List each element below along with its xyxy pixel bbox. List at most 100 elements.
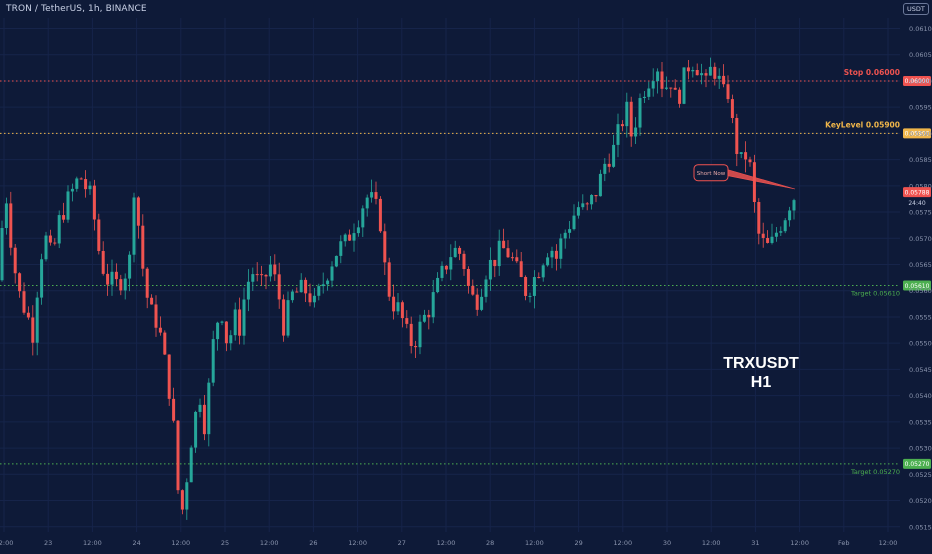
- symbol-title[interactable]: TRON / TetherUS, 1h, BINANCE: [6, 4, 147, 14]
- time-tick-label: 26: [309, 539, 317, 547]
- candle-down: [387, 262, 391, 297]
- candle-down: [766, 237, 770, 243]
- candle-up: [572, 215, 576, 230]
- candle-down: [519, 261, 523, 278]
- candle-up: [647, 88, 651, 97]
- candle-up: [290, 291, 294, 301]
- candle-up: [44, 235, 48, 260]
- candle-up: [75, 178, 79, 189]
- candle-down: [106, 273, 110, 285]
- candle-down: [119, 279, 123, 291]
- target-level-label: Target 0.05610: [850, 289, 900, 297]
- bar-countdown: 24:40: [908, 200, 925, 207]
- time-axis[interactable]: 12:00 23 12:00 24 12:00 25 12:00 26 12:00 27 12:00…: [0, 539, 897, 547]
- price-tick-label: 0.06000: [909, 77, 932, 85]
- candle-down: [180, 490, 184, 510]
- candle-up: [70, 188, 74, 192]
- candle-up: [717, 75, 721, 79]
- time-tick-label: 23: [44, 539, 52, 547]
- candle-down: [722, 75, 726, 85]
- candle-up: [128, 254, 132, 279]
- target-price-tag-text: 0.05610: [905, 283, 930, 290]
- candle-up: [220, 321, 224, 323]
- time-tick-label: 12:00: [702, 539, 721, 547]
- time-tick-label: 12:00: [879, 539, 898, 547]
- candle-up: [559, 238, 563, 259]
- time-tick-label: 27: [398, 539, 406, 547]
- candle-up: [361, 208, 365, 228]
- candle-up: [453, 247, 457, 258]
- candle-down: [79, 178, 83, 180]
- short-annotation: Short Now: [693, 164, 796, 190]
- candle-up: [656, 71, 660, 82]
- candle-up: [638, 98, 642, 128]
- candle-down: [493, 259, 497, 267]
- candle-up: [268, 264, 272, 277]
- currency-badge[interactable]: USDT: [903, 3, 929, 15]
- price-tick-label: 0.05900: [909, 130, 932, 138]
- candle-down: [383, 231, 387, 263]
- candle-down: [260, 274, 264, 276]
- candle-up: [334, 255, 338, 267]
- candle-down: [18, 273, 22, 292]
- candle-down: [392, 296, 396, 312]
- candle-down: [282, 299, 286, 336]
- candle-down: [678, 89, 682, 104]
- candle-up: [299, 279, 303, 293]
- candle-up: [590, 194, 594, 205]
- candle-down: [202, 404, 206, 435]
- candle-up: [40, 259, 44, 298]
- time-tick-label: 29: [574, 539, 582, 547]
- candle-up: [497, 240, 501, 267]
- candle-down: [502, 240, 506, 249]
- candle-down: [704, 73, 708, 76]
- candle-up: [339, 241, 343, 256]
- candle-up: [246, 281, 250, 300]
- short-now-pointer: [727, 169, 796, 190]
- candle-down: [97, 219, 101, 251]
- candle-up: [550, 250, 554, 258]
- candle-up: [788, 210, 792, 221]
- candle-down: [744, 152, 748, 160]
- candle-down: [26, 312, 30, 318]
- candle-up: [546, 257, 550, 266]
- candle-up: [343, 234, 347, 242]
- candle-down: [510, 257, 514, 259]
- candle-down: [730, 99, 734, 118]
- candle-up: [326, 280, 330, 285]
- candle-up: [449, 257, 453, 270]
- candle-up: [194, 411, 198, 448]
- candle-up: [396, 302, 400, 312]
- candle-up: [779, 231, 783, 233]
- candle-down: [13, 247, 17, 274]
- candle-up: [436, 277, 440, 293]
- candle-up: [418, 321, 422, 348]
- candle-up: [286, 300, 290, 336]
- candle-up: [370, 192, 374, 198]
- candle-up: [484, 279, 488, 297]
- candle-up: [532, 277, 536, 296]
- candle-down: [277, 274, 281, 300]
- time-tick-label: 28: [486, 539, 494, 547]
- candle-down: [308, 293, 312, 303]
- candle-up: [691, 69, 695, 72]
- candle-down: [405, 318, 409, 324]
- candle-up: [312, 295, 316, 303]
- candle-down: [713, 66, 717, 79]
- candle-down: [629, 101, 633, 137]
- candle-up: [229, 335, 233, 344]
- candle-up: [770, 236, 774, 243]
- time-tick-label: 12:00: [260, 539, 279, 547]
